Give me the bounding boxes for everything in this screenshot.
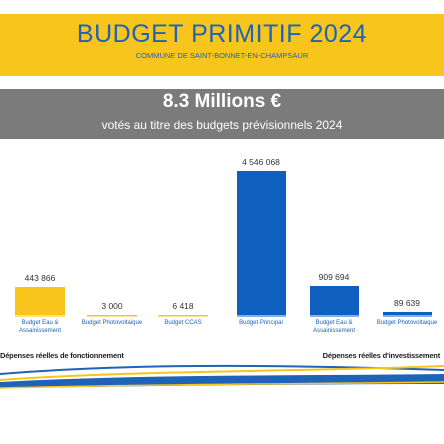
subtitle: COMMUNE DE SAINT-BONNET-EN-CHAMPSAUR	[135, 51, 309, 60]
bar	[309, 286, 359, 315]
category-label: Budget Eau & Assainissement	[18, 320, 62, 334]
group-title: Dépenses réelles de fonctionnement	[0, 351, 124, 360]
value-label: 6 418	[172, 300, 194, 311]
bar-baseline	[87, 315, 137, 317]
category-label: Budget Eau & Assainissement	[312, 320, 356, 334]
value-label: 3 000	[101, 300, 123, 311]
title: BUDGET PRIMITIF 2024	[76, 20, 368, 48]
bar	[15, 287, 65, 315]
tagline: votés au titre des budgets prévisionnels…	[101, 118, 343, 132]
value-label: 443 866	[24, 273, 56, 283]
banner	[0, 14, 444, 76]
category-label: Budget Photovoltaique	[81, 320, 143, 326]
band	[0, 89, 444, 139]
value-label: 4 546 068	[242, 157, 280, 167]
category-label: Budget CCAS	[164, 320, 202, 326]
bar-baseline	[236, 315, 286, 317]
bar-baseline	[382, 315, 432, 317]
group-title: Dépenses réelles d'investissement	[322, 351, 441, 360]
category-label: Budget Photovoltaique	[376, 320, 438, 326]
wave-decoration	[0, 364, 444, 389]
value-label: 909 694	[318, 272, 350, 283]
bar-baseline	[309, 315, 359, 317]
bar	[382, 312, 432, 315]
bar-baseline	[158, 315, 208, 317]
bar-baseline	[15, 315, 65, 317]
headline: 8.3 Millions €	[162, 91, 282, 112]
bar	[236, 171, 286, 315]
value-label: 89 639	[394, 298, 420, 309]
category-label: Budget Principal	[239, 320, 283, 326]
